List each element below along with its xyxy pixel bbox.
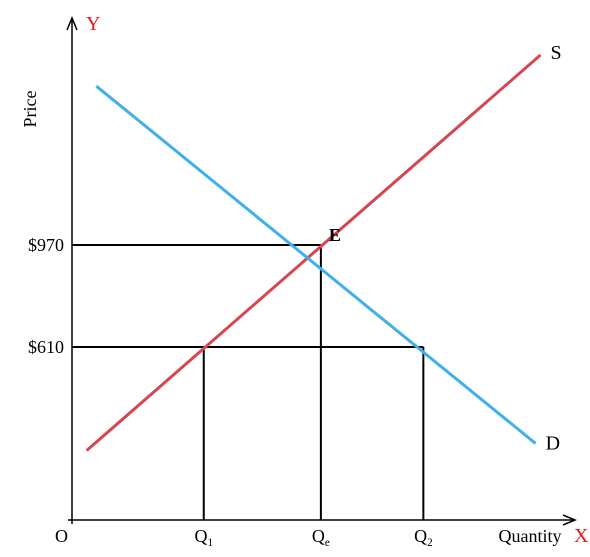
- x-axis-title: Quantity: [499, 526, 562, 546]
- y-axis-end-label: Y: [86, 13, 100, 35]
- demand-curve: [96, 86, 535, 443]
- x-tick-qe: Qe: [312, 526, 330, 549]
- y-axis-title: Price: [20, 90, 40, 127]
- origin-label: O: [55, 526, 68, 546]
- guide-lines: [72, 245, 423, 520]
- supply-demand-chart: S D E Price Quantity Y X O $970 $610 Q1 …: [0, 0, 590, 557]
- x-tick-q1: Q1: [194, 526, 213, 549]
- demand-label: D: [546, 432, 560, 454]
- y-tick-610: $610: [28, 337, 64, 357]
- supply-label: S: [550, 42, 561, 64]
- x-axis-end-label: X: [574, 525, 589, 547]
- y-tick-970: $970: [28, 235, 64, 255]
- x-tick-q2: Q2: [414, 526, 433, 549]
- equilibrium-label: E: [329, 225, 341, 245]
